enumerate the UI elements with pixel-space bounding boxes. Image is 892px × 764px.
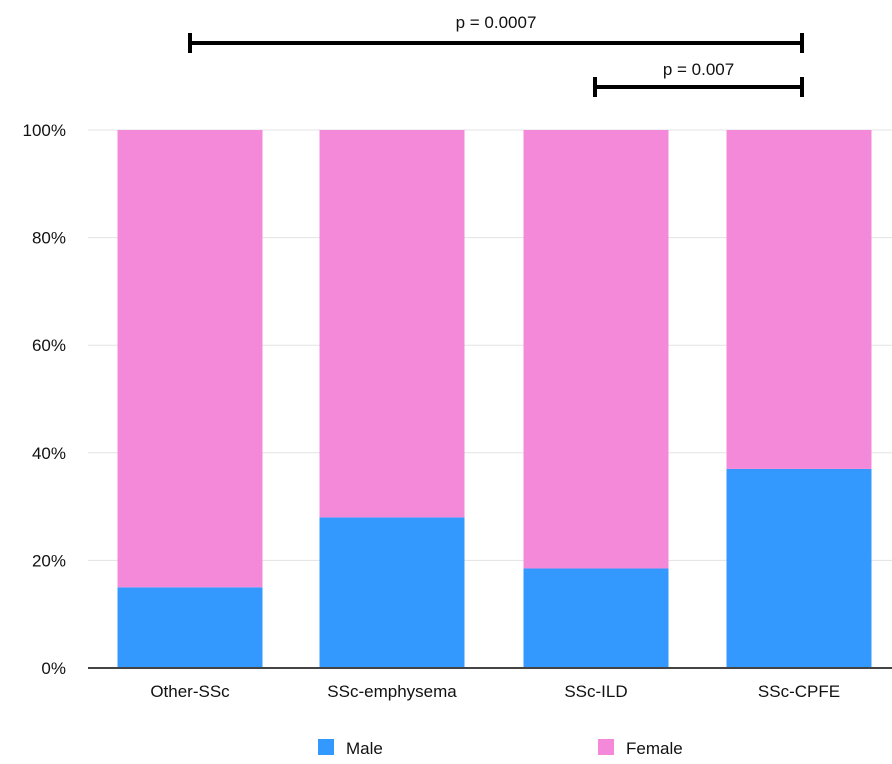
y-tick-label: 80% xyxy=(32,229,66,248)
legend-label-female: Female xyxy=(626,739,683,758)
bar-male-other-ssc xyxy=(117,587,263,668)
y-tick-label: 40% xyxy=(32,444,66,463)
p-value-label: p = 0.0007 xyxy=(456,13,537,32)
bar-male-ssc-emphysema xyxy=(319,517,465,668)
y-tick-label: 60% xyxy=(32,336,66,355)
x-tick-label: SSc-emphysema xyxy=(327,682,457,701)
bar-female-ssc-emphysema xyxy=(319,130,465,518)
y-tick-label: 0% xyxy=(41,659,66,678)
bar-female-ssc-ild xyxy=(523,130,669,569)
bar-male-ssc-cpfe xyxy=(726,468,872,668)
y-tick-label: 100% xyxy=(23,121,66,140)
legend-swatch-male xyxy=(318,739,334,755)
x-tick-label: Other-SSc xyxy=(150,682,230,701)
legend-swatch-female xyxy=(598,739,614,755)
y-tick-label: 20% xyxy=(32,551,66,570)
p-value-label: p = 0.007 xyxy=(663,60,734,79)
bar-male-ssc-ild xyxy=(523,568,669,668)
x-tick-label: SSc-CPFE xyxy=(758,682,840,701)
x-tick-label: SSc-ILD xyxy=(564,682,627,701)
bar-female-other-ssc xyxy=(117,130,263,588)
legend-label-male: Male xyxy=(346,739,383,758)
bar-female-ssc-cpfe xyxy=(726,130,872,469)
